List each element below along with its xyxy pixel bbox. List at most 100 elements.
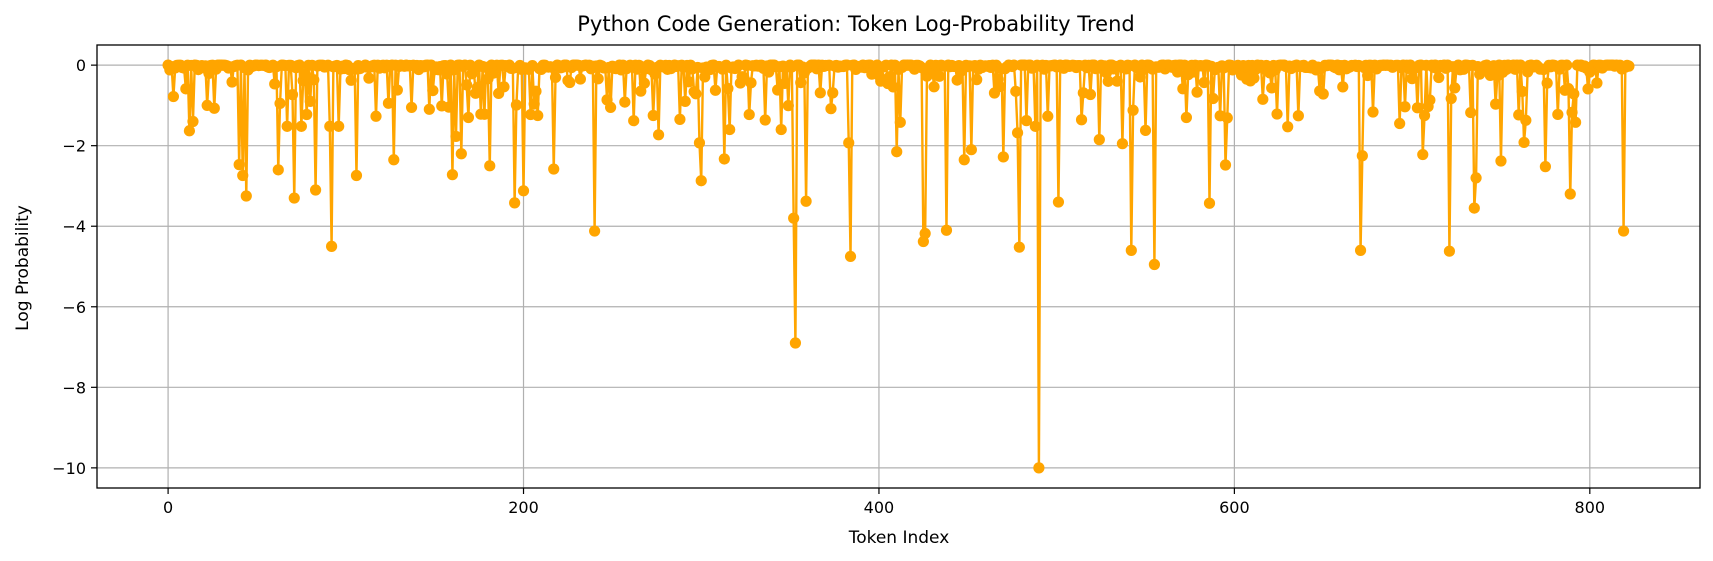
- data-point: [1516, 85, 1528, 98]
- data-point: [1271, 108, 1283, 120]
- data-point: [240, 190, 252, 202]
- data-point: [281, 120, 293, 132]
- data-point: [427, 85, 439, 97]
- data-point: [1399, 101, 1411, 113]
- data-point: [1394, 117, 1406, 130]
- x-tick-label: 200: [508, 498, 539, 517]
- data-point: [1582, 83, 1594, 95]
- x-axis-label: Token Index: [848, 528, 950, 548]
- data-point: [843, 137, 855, 149]
- data-point: [1221, 112, 1233, 124]
- data-point: [1520, 114, 1532, 126]
- y-axis-label: Log Probability: [13, 205, 33, 331]
- data-point: [309, 184, 322, 196]
- data-point: [233, 159, 245, 171]
- data-point: [743, 108, 755, 121]
- data-point: [509, 197, 521, 209]
- data-point: [1011, 127, 1024, 139]
- data-point: [772, 84, 784, 96]
- data-point: [461, 79, 473, 91]
- data-point: [471, 81, 483, 94]
- data-point: [1362, 69, 1374, 82]
- chart-title: Python Code Generation: Token Log-Probab…: [577, 12, 1134, 36]
- data-point: [825, 103, 837, 115]
- data-point: [382, 97, 395, 109]
- data-point: [548, 163, 560, 175]
- data-point: [690, 88, 702, 100]
- data-point: [510, 99, 523, 111]
- data-point: [1207, 92, 1219, 105]
- data-point: [301, 108, 313, 121]
- data-point: [1443, 245, 1456, 257]
- data-point: [844, 250, 857, 263]
- data-point: [1248, 72, 1260, 84]
- data-point: [745, 77, 757, 89]
- data-point: [549, 71, 562, 84]
- data-point: [1564, 188, 1576, 200]
- axes-frame: [96, 44, 1701, 489]
- data-point: [814, 87, 826, 99]
- data-point: [1102, 75, 1114, 87]
- data-point: [1411, 102, 1424, 114]
- data-point: [647, 109, 659, 122]
- data-point: [605, 101, 617, 113]
- data-point: [800, 195, 812, 207]
- data-point: [325, 240, 338, 252]
- y-tick-label: −2: [62, 137, 86, 156]
- data-point: [1465, 106, 1477, 119]
- data-point: [759, 114, 771, 126]
- data-point: [286, 89, 299, 101]
- data-point: [589, 225, 601, 237]
- data-point: [674, 113, 686, 125]
- data-point: [1490, 98, 1502, 110]
- data-point: [1177, 83, 1189, 95]
- data-point: [891, 146, 903, 158]
- data-point: [388, 154, 400, 166]
- data-point: [450, 130, 462, 143]
- data-point: [288, 192, 300, 204]
- data-point: [1125, 244, 1137, 256]
- data-point: [446, 169, 459, 181]
- data-point: [1566, 106, 1578, 118]
- data-point: [789, 337, 802, 349]
- data-point: [965, 144, 977, 156]
- data-point: [405, 101, 418, 114]
- data-point: [1541, 77, 1553, 89]
- data-point: [1093, 134, 1105, 146]
- data-point: [919, 227, 931, 240]
- data-point: [1042, 110, 1054, 122]
- data-point: [683, 76, 695, 88]
- data-point: [951, 74, 963, 86]
- data-point: [628, 115, 640, 127]
- data-point: [894, 116, 906, 128]
- data-point: [1418, 109, 1431, 122]
- data-point: [928, 81, 940, 93]
- data-point: [1282, 121, 1294, 133]
- data-point: [517, 185, 530, 197]
- data-point: [370, 110, 382, 122]
- data-point: [299, 68, 311, 80]
- data-point: [363, 72, 375, 84]
- data-point: [350, 169, 363, 182]
- data-point: [997, 151, 1009, 163]
- data-point: [208, 102, 220, 114]
- data-point: [183, 125, 196, 137]
- data-point: [718, 153, 730, 165]
- data-point: [345, 74, 357, 86]
- data-point: [294, 59, 306, 71]
- data-point: [1617, 225, 1630, 237]
- data-point: [1084, 88, 1097, 101]
- data-point: [795, 76, 807, 89]
- data-point: [1203, 197, 1216, 209]
- data-point: [180, 83, 192, 95]
- data-point: [1013, 241, 1025, 253]
- data-point: [498, 81, 510, 93]
- data-point: [1266, 82, 1278, 94]
- data-point: [1292, 110, 1304, 122]
- data-point: [1257, 93, 1269, 105]
- data-point: [237, 169, 249, 182]
- data-point: [779, 77, 791, 90]
- data-point: [1148, 258, 1161, 271]
- data-point: [308, 74, 320, 86]
